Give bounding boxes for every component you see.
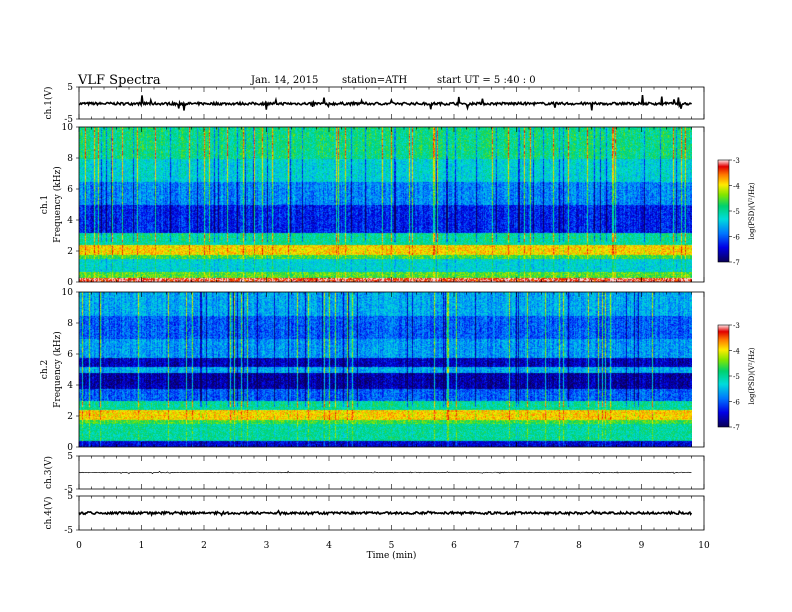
ch2-spectrogram-y-tick-label: 6: [67, 350, 73, 360]
label-layer: 5-5ch.1(V)-3-4-5-6-7log(PSD)(V²/Hz)02468…: [40, 83, 756, 561]
ch1-spectrogram-colorbar-tick-label: -3: [733, 157, 740, 165]
ch1-spectrogram-colorbar-tick-label: -4: [733, 183, 740, 191]
x-tick-label: 6: [451, 541, 457, 551]
axes-layer: [76, 86, 732, 531]
ch2-spectrogram-colorbar-tick-label: -4: [733, 348, 740, 356]
ch1-spectrogram-colorbar-tick-label: -7: [733, 259, 740, 267]
x-tick-label: 5: [389, 541, 395, 551]
ch2-spectrogram-colorbar-label: log(PSD)(V²/Hz): [748, 347, 756, 404]
ch1-waveform-y-axis-label: ch.1(V): [43, 87, 54, 120]
ch2-spectrogram-colorbar: [718, 325, 729, 427]
ch3-waveform-y-axis-label: ch.3(V): [43, 456, 54, 489]
ch4-waveform-y-tick-label: 5: [67, 492, 73, 502]
ch1-spectrogram-y-tick-label: 10: [62, 123, 74, 133]
chart-title: VLF Spectra: [78, 73, 161, 88]
ch2-spectrogram-y-tick-label: 2: [67, 412, 73, 422]
ch4-waveform-y-tick-label: -5: [64, 526, 73, 536]
x-tick-label: 9: [639, 541, 645, 551]
x-tick-label: 2: [201, 541, 207, 551]
ch2-spectrogram-colorbar-tick-label: -5: [733, 373, 740, 381]
ch1-spectrogram-colorbar-tick-label: -5: [733, 208, 740, 216]
ch2-spectrogram-colorbar-tick-label: -7: [733, 424, 740, 432]
ch4-waveform-trace: [78, 509, 693, 518]
ch2-spectrogram-channel-label: ch.2: [40, 360, 50, 379]
ch1-spectrogram-y-tick-label: 6: [67, 185, 73, 195]
x-tick-label: 7: [514, 541, 520, 551]
ch1-spectrogram-y-axis-label: Frequency (kHz): [52, 166, 63, 243]
ch3-waveform-y-tick-label: -5: [64, 485, 73, 495]
ch3-waveform-y-tick-label: 5: [67, 452, 73, 462]
ch2-spectrogram-y-tick-label: 4: [67, 381, 73, 391]
ch1-spectrogram-y-tick-label: 0: [67, 278, 73, 288]
ch2-spectrogram-colorbar-tick-label: -3: [733, 322, 740, 330]
ch3-waveform-trace: [78, 470, 692, 475]
waveform-layer: [78, 95, 693, 518]
ch2-spectrogram-y-tick-label: 10: [62, 288, 74, 298]
start-time-label: start UT = 5 :40 : 0: [437, 75, 536, 86]
date-label: Jan. 14, 2015: [251, 75, 319, 86]
ch1-spectrogram-colorbar: [718, 160, 729, 262]
x-tick-label: 3: [264, 541, 270, 551]
ch1-waveform-y-tick-label: 5: [67, 83, 73, 93]
ch2-spectrogram-y-axis-label: Frequency (kHz): [52, 331, 63, 408]
ch2-spectrogram-y-tick-label: 0: [67, 443, 73, 453]
ch1-spectrogram-y-tick-label: 4: [67, 216, 73, 226]
ch2-spectrogram-colorbar-tick-label: -6: [733, 399, 740, 407]
x-tick-label: 0: [76, 541, 82, 551]
ch1-spectrogram-y-tick-label: 8: [67, 154, 73, 164]
x-tick-label: 1: [139, 541, 145, 551]
ch1-spectrogram-colorbar-label: log(PSD)(V²/Hz): [748, 182, 756, 239]
x-tick-label: 4: [326, 541, 332, 551]
ch4-waveform-y-axis-label: ch.4(V): [43, 497, 54, 530]
x-tick-label: 10: [698, 541, 710, 551]
ch1-spectrogram-channel-label: ch.1: [40, 195, 50, 214]
ch1-spectrogram-y-tick-label: 2: [67, 247, 73, 257]
x-axis-label: Time (min): [367, 550, 417, 561]
ch1-spectrogram-colorbar-tick-label: -6: [733, 234, 740, 242]
x-tick-label: 8: [576, 541, 582, 551]
ch1-waveform-y-tick-label: -5: [64, 115, 73, 125]
spectrogram-layer: [79, 127, 729, 447]
ch2-spectrogram-y-tick-label: 8: [67, 319, 73, 329]
ch1-spectrogram-image: [79, 127, 692, 282]
ch1-waveform-trace: [78, 95, 693, 111]
station-label: station=ATH: [342, 75, 408, 86]
ch2-spectrogram-image: [79, 292, 692, 447]
